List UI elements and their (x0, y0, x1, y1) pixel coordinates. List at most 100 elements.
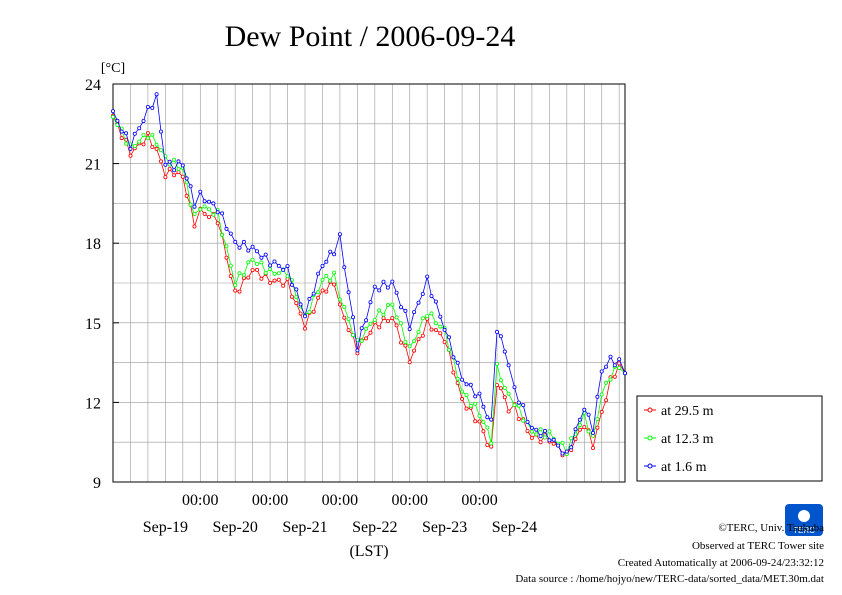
series-point (416, 329, 421, 334)
series-point (141, 142, 146, 147)
series-point (119, 129, 124, 134)
y-tick-label: 18 (85, 236, 101, 253)
series-point (198, 189, 203, 194)
series-point (228, 231, 233, 236)
legend-box (636, 395, 823, 482)
series-point (228, 274, 233, 279)
series-point (233, 239, 238, 244)
y-tick-label: 21 (85, 157, 101, 174)
series-point (268, 267, 273, 272)
series-point (150, 144, 155, 149)
series-point (551, 437, 556, 442)
x-tick-day: Sep-24 (492, 519, 537, 536)
series-point (516, 400, 521, 405)
series-point (224, 226, 229, 231)
series-point (506, 409, 511, 414)
series-point (381, 312, 386, 317)
series-point (150, 105, 155, 110)
series-point (368, 330, 373, 335)
series-point (192, 204, 197, 209)
series-point (328, 278, 333, 283)
series-point (350, 333, 355, 338)
series-point (202, 211, 207, 216)
series-point (529, 429, 534, 434)
series-point (259, 260, 264, 265)
series-point (316, 295, 321, 300)
series-point (132, 131, 137, 136)
series-point (364, 326, 369, 331)
x-tick-day: Sep-19 (143, 519, 188, 536)
plot-frame (112, 83, 626, 483)
series-point (569, 436, 574, 441)
series-point (512, 385, 517, 390)
series-point (184, 193, 189, 198)
series-point (180, 174, 185, 179)
series-point (368, 321, 373, 326)
series-point (128, 153, 133, 158)
series-point (577, 417, 582, 422)
series-point (250, 257, 255, 262)
series-point (206, 199, 211, 204)
series-point (215, 221, 220, 226)
series-point (407, 344, 412, 349)
series-point (163, 175, 168, 180)
series-point (150, 132, 155, 137)
series-point (294, 294, 299, 299)
series-point (141, 132, 146, 137)
series-point (281, 283, 286, 288)
series-point (192, 224, 197, 229)
logo-drop-icon (798, 510, 810, 522)
series-point (268, 280, 273, 285)
series-point (332, 282, 337, 287)
series-point (599, 409, 604, 414)
series-point (254, 249, 259, 254)
copyright-text: ©TERC, Univ. Tsukuba (718, 522, 824, 534)
series-point (272, 259, 277, 264)
series-point (206, 215, 211, 220)
series-point (516, 403, 521, 408)
series-point (316, 271, 321, 276)
series-point (617, 357, 622, 362)
series-point (154, 142, 159, 147)
series-point (433, 299, 438, 304)
legend-label: at 1.6 m (661, 460, 707, 475)
series-point (451, 355, 456, 360)
series-point (233, 288, 238, 293)
series-point (355, 348, 360, 353)
series-point (307, 309, 312, 314)
series-point (364, 318, 369, 323)
series-point (525, 419, 530, 424)
series-point (124, 141, 129, 146)
series-point (595, 394, 600, 399)
series-point (502, 349, 507, 354)
series-point (111, 109, 116, 114)
series-point (259, 255, 264, 260)
series-point (233, 283, 238, 288)
series-point (263, 270, 268, 275)
series-point (529, 435, 534, 440)
series-point (538, 434, 543, 439)
x-tick-time: 00:00 (252, 492, 288, 509)
series-point (477, 413, 482, 418)
series-point (416, 300, 421, 305)
series-point (560, 451, 565, 456)
series-point (307, 296, 312, 301)
x-tick-time: 00:00 (182, 492, 218, 509)
series-point (407, 327, 412, 332)
series-point (582, 425, 587, 430)
series-point (342, 315, 347, 320)
series-point (468, 403, 473, 408)
series-point (473, 401, 478, 406)
series-point (324, 273, 329, 278)
series-point (198, 207, 203, 212)
series-point (359, 326, 364, 331)
series-point (285, 274, 290, 279)
series-point (220, 232, 225, 237)
series-point (281, 267, 286, 272)
series-point (172, 157, 177, 162)
series-point (377, 308, 382, 313)
series-point (564, 449, 569, 454)
series-point (263, 252, 268, 257)
terc-logo: TERC (785, 504, 823, 536)
